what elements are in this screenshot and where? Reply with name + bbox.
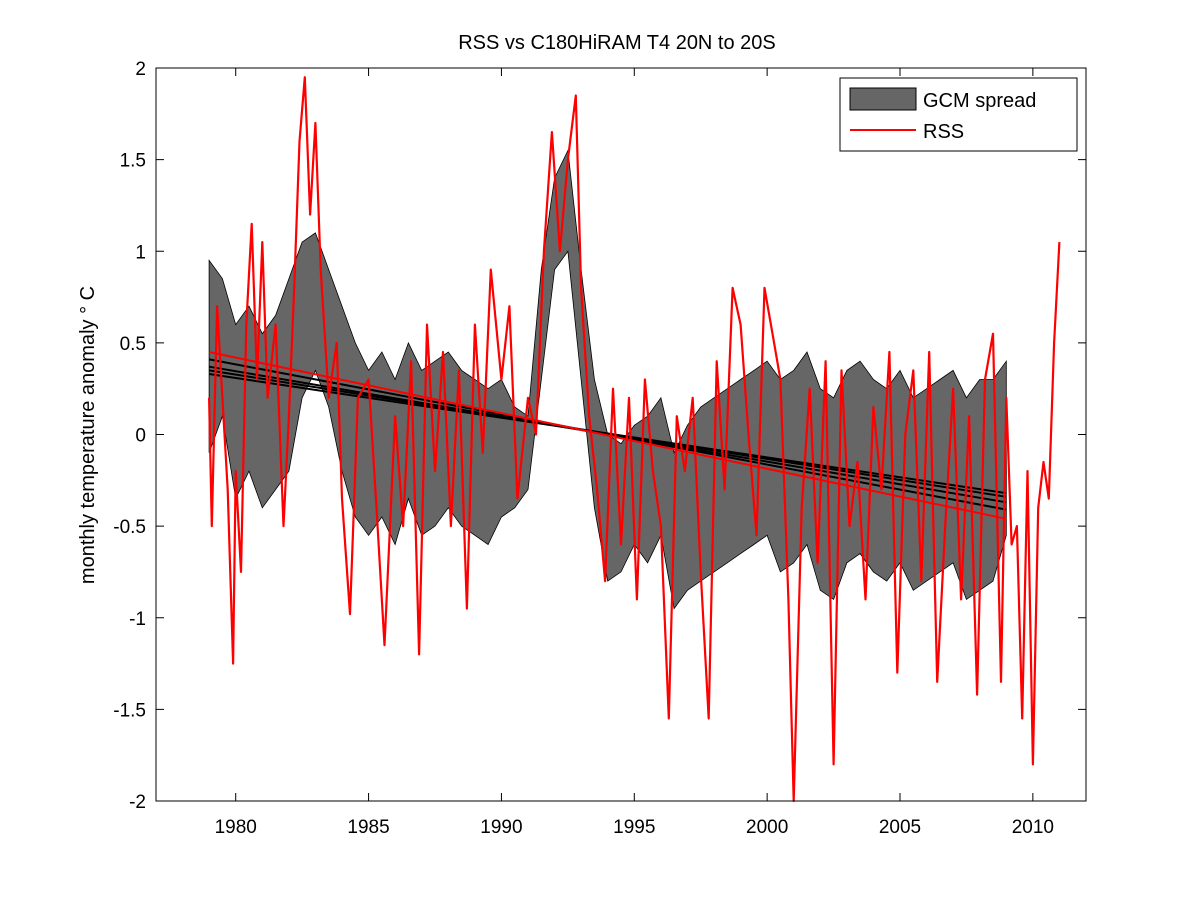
x-tick-label-1980: 1980 [215,817,257,838]
x-tick-label-2010: 2010 [1012,817,1054,838]
x-tick-label-1995: 1995 [613,817,655,838]
chart-title: RSS vs C180HiRAM T4 20N to 20S [458,32,776,54]
axis-ticks: 1980 1985 1990 1995 2000 2005 2010 -2 -1.5 -1 -0.5… [113,59,1086,838]
y-tick-label-0.5: 0.5 [120,334,146,355]
rss-trend-line [208,351,1007,520]
legend-swatch-gcm [849,87,917,111]
x-tick-label-2005: 2005 [879,817,921,838]
x-tick-label-1985: 1985 [347,817,389,838]
legend-label-gcm: GCM spread [923,90,1036,112]
y-tick-label-0: 0 [135,426,146,447]
y-tick-label-1: 1 [135,242,146,263]
x-tick-label-2000: 2000 [746,817,788,838]
plot-data-layer [208,76,1061,803]
y-tick-label--1: -1 [129,609,146,630]
y-tick-label--1.5: -1.5 [113,700,146,721]
gcm-trend-line-4 [208,373,1007,495]
x-tick-label-1990: 1990 [480,817,522,838]
y-axis-label: monthly temperature anomaly ° C [77,286,99,584]
y-tick-label--0.5: -0.5 [113,517,146,538]
rss-series-line [208,76,1061,803]
y-tick-label-2: 2 [135,59,146,80]
y-tick-label-1.5: 1.5 [120,151,146,172]
y-tick-label--2: -2 [129,792,146,813]
legend-label-rss: RSS [923,121,964,143]
legend: GCM spread RSS [839,77,1078,152]
